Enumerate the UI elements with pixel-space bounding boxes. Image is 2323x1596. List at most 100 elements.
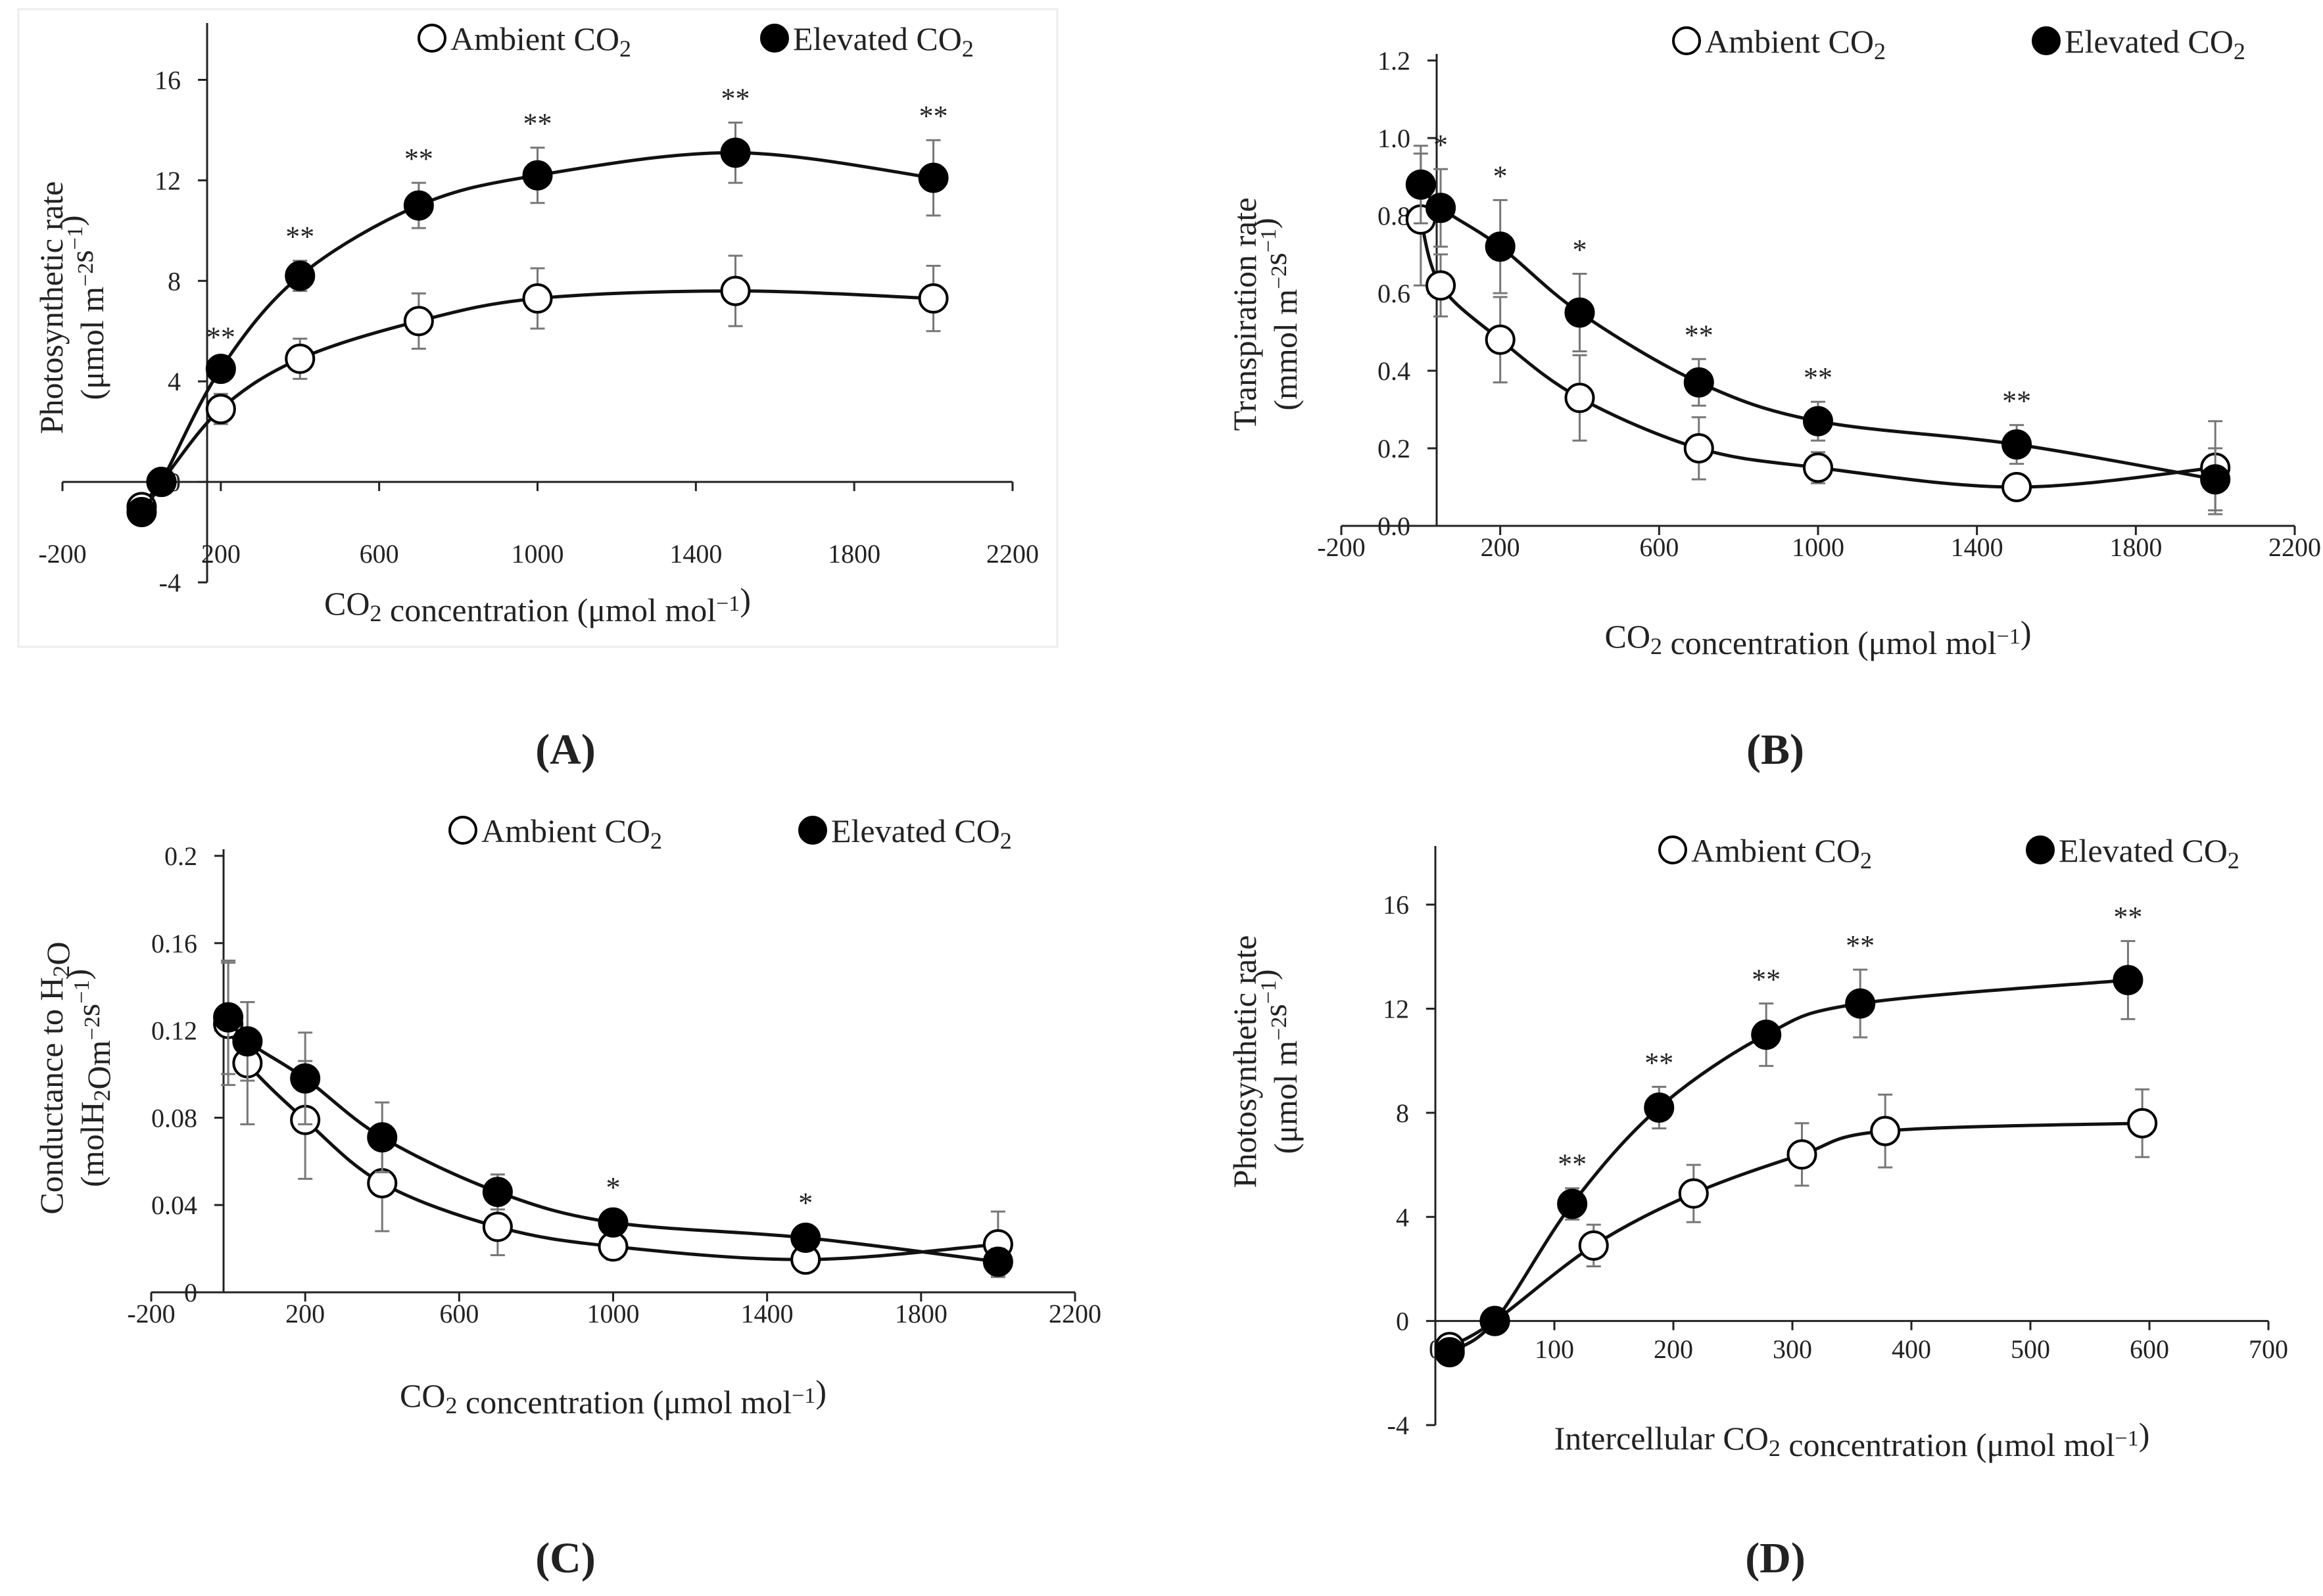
data-point-ambient <box>1425 270 1456 301</box>
legend-label-ambient: Ambient CO2 <box>481 812 662 854</box>
x-axis-label: CO2 concentration (μmol mol−1) <box>1605 614 2032 661</box>
y-axis-label: (molH2Om−2s−1) <box>59 969 117 1187</box>
x-tick-label: 1400 <box>669 539 722 569</box>
data-point-ambient <box>285 343 316 374</box>
significance-mark: ** <box>206 321 235 354</box>
data-point-elevated <box>1405 169 1436 200</box>
x-tick-label: 600 <box>360 539 399 569</box>
y-axis-label: Photosynthetic rate <box>33 181 70 434</box>
data-point-elevated <box>1683 367 1714 398</box>
significance-mark: * <box>1493 160 1508 192</box>
x-axis-label: Intercellular CO2 concentration (μmol mo… <box>1554 1416 2150 1463</box>
data-point-elevated <box>522 160 553 191</box>
x-tick-label: 2200 <box>986 539 1039 569</box>
y-tick-label: 8 <box>168 266 181 296</box>
legend-label-elevated: Elevated CO2 <box>831 812 1012 854</box>
data-point-ambient <box>403 306 434 337</box>
x-tick-label: 500 <box>2011 1334 2050 1364</box>
x-tick-label: 1000 <box>587 1299 640 1328</box>
data-point-elevated <box>2001 429 2032 460</box>
data-point-ambient <box>367 1168 398 1198</box>
y-tick-label: -4 <box>159 568 181 598</box>
data-point-ambient <box>1564 383 1595 413</box>
y-tick-label: 8 <box>1396 1098 1409 1128</box>
x-tick-label: 2200 <box>1049 1299 1101 1328</box>
y-tick-label: 0.8 <box>1377 201 1410 231</box>
significance-mark: ** <box>404 143 433 175</box>
legend-marker-ambient <box>1658 835 1687 864</box>
x-tick-label: 1000 <box>512 539 564 569</box>
chart-panel-c: 0 0.04 0.08 0.12 0.16 0.2 -200 200 600 1000 1400 18… <box>33 812 1101 1420</box>
x-tick-label: 100 <box>1535 1334 1574 1364</box>
data-point-elevated <box>205 354 236 385</box>
y-tick-label: 12 <box>155 166 181 195</box>
y-tick-label: -4 <box>1387 1411 1409 1440</box>
significance-mark: ** <box>2113 901 2142 933</box>
significance-mark: * <box>606 1171 621 1204</box>
x-tick-label: 400 <box>1892 1334 1931 1364</box>
panel-label-a: (A) <box>535 726 596 774</box>
data-point-elevated <box>720 137 751 168</box>
data-point-elevated <box>2113 964 2143 995</box>
significance-mark: ** <box>1846 929 1875 962</box>
legend-marker-elevated <box>2032 26 2061 55</box>
data-point-ambient <box>2001 472 2032 502</box>
legend-marker-ambient <box>1672 26 1701 55</box>
y-axis-label: (μmol m−2s−1) <box>1246 969 1304 1154</box>
panel-label-b: (B) <box>1746 726 1804 774</box>
y-axis-label: Conductance to H2O <box>33 941 76 1214</box>
data-point-elevated <box>367 1122 398 1153</box>
data-point-ambient <box>1870 1115 1901 1146</box>
data-point-elevated <box>1485 231 1516 262</box>
significance-mark: * <box>798 1186 813 1219</box>
y-tick-label: 0 <box>184 1278 197 1307</box>
significance-mark: ** <box>1644 1046 1673 1079</box>
y-axis-label: (mmol m−2s−1) <box>1246 218 1304 410</box>
data-point-ambient <box>1803 452 1833 483</box>
series-line-elevated <box>1449 978 2128 1354</box>
data-point-elevated <box>790 1223 821 1253</box>
y-tick-label: 0.08 <box>151 1103 197 1133</box>
significance-mark: ** <box>1752 964 1781 996</box>
significance-mark: * <box>1433 129 1448 161</box>
y-axis-label: (μmol m−2s−1) <box>53 215 110 400</box>
data-point-elevated <box>290 1063 321 1094</box>
y-tick-label: 16 <box>1383 890 1409 920</box>
legend-label-elevated: Elevated CO2 <box>2059 832 2239 874</box>
x-tick-label: 600 <box>439 1299 479 1328</box>
x-tick-label: 600 <box>2130 1334 2169 1364</box>
y-tick-label: 12 <box>1383 995 1409 1024</box>
y-axis-label: Photosynthetic rate <box>1226 935 1263 1188</box>
x-tick-label: 200 <box>285 1299 325 1328</box>
data-point-elevated <box>1845 988 1876 1019</box>
data-point-ambient <box>1485 324 1516 355</box>
x-tick-label: 700 <box>2249 1334 2288 1364</box>
data-point-elevated <box>1803 406 1833 436</box>
y-tick-label: 1.2 <box>1377 46 1410 76</box>
data-point-elevated <box>1564 297 1595 328</box>
significance-mark: ** <box>1685 319 1713 351</box>
legend-label-ambient: Ambient CO2 <box>450 20 631 62</box>
data-point-elevated <box>1751 1020 1782 1050</box>
data-point-elevated <box>2200 464 2231 495</box>
legend-label-ambient: Ambient CO2 <box>1691 832 1872 874</box>
x-tick-label: 1800 <box>2109 532 2162 562</box>
legend-marker-elevated <box>798 816 827 845</box>
x-axis-label: CO2 concentration (μmol mol−1) <box>400 1373 826 1420</box>
significance-mark: ** <box>919 100 948 132</box>
x-tick-label: 1800 <box>895 1299 947 1328</box>
significance-mark: ** <box>285 221 314 253</box>
x-tick-label: 200 <box>1481 532 1520 562</box>
x-tick-label: -200 <box>127 1299 175 1328</box>
data-point-ambient <box>482 1211 513 1242</box>
significance-mark: ** <box>523 108 552 140</box>
series-line-ambient <box>1449 1121 2143 1349</box>
data-point-elevated <box>982 1246 1013 1277</box>
y-tick-label: 16 <box>155 65 181 95</box>
y-tick-label: 0.6 <box>1377 279 1410 308</box>
significance-mark: ** <box>2002 385 2031 417</box>
y-tick-label: 0.4 <box>1377 356 1410 386</box>
panel-label-d: (D) <box>1745 1534 1806 1582</box>
